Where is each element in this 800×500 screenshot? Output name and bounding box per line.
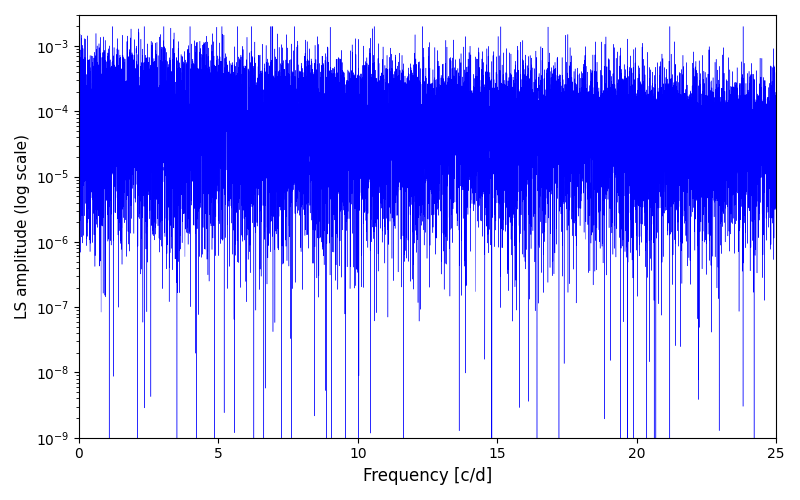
X-axis label: Frequency [c/d]: Frequency [c/d] xyxy=(363,467,492,485)
Y-axis label: LS amplitude (log scale): LS amplitude (log scale) xyxy=(15,134,30,319)
